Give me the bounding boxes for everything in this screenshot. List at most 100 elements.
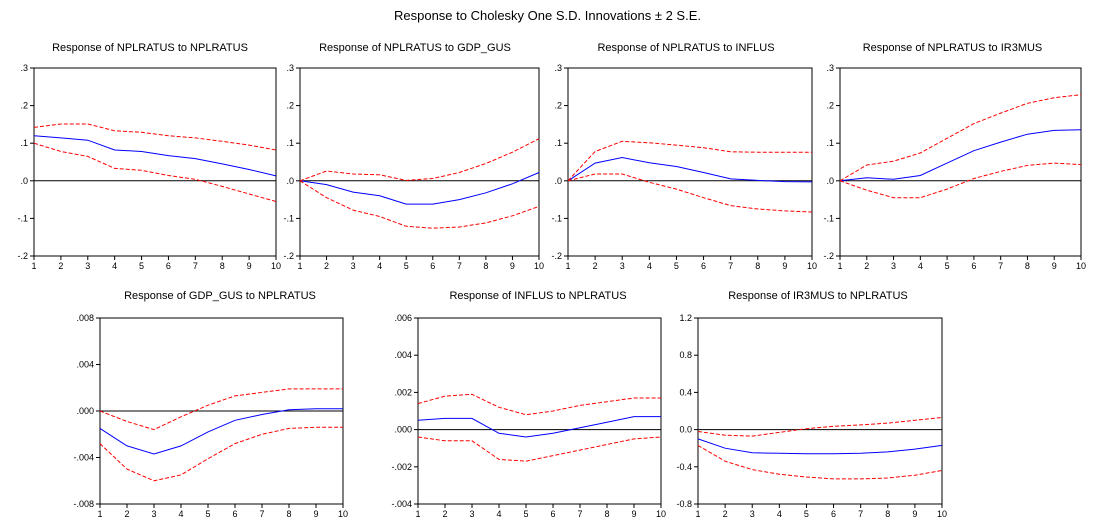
- panel-title: Response of NPLRATUS to IR3MUS: [862, 42, 1043, 54]
- upper-band-line: [567, 140, 812, 182]
- y-tick-label: .1: [826, 138, 834, 148]
- chart-plot: .3 .2 .1 .0 -.1 -.21 2 3 4 5 6 7 8 9 10: [283, 63, 544, 271]
- x-tick-label: 4: [647, 261, 652, 271]
- x-tick-label: 5: [139, 261, 144, 271]
- x-tick-label: 1: [97, 509, 102, 519]
- x-tick-label: 1: [695, 509, 700, 519]
- y-tick-label: .1: [20, 138, 28, 148]
- y-tick-label: .000: [394, 425, 412, 435]
- x-tick-label: 4: [918, 261, 923, 271]
- lower-band-line: [839, 162, 1082, 199]
- x-tick-label: 4: [112, 261, 117, 271]
- x-tick-label: 4: [377, 261, 382, 271]
- x-tick-label: 8: [1025, 261, 1030, 271]
- x-tick-label: 6: [232, 509, 237, 519]
- y-tick-label: -.004: [391, 499, 412, 509]
- x-tick-label: 10: [937, 509, 947, 519]
- y-tick-label: .3: [554, 63, 562, 73]
- upper-band-line: [417, 393, 661, 416]
- x-tick-label: 8: [286, 509, 291, 519]
- x-tick-label: 9: [631, 509, 636, 519]
- x-tick-label: 7: [998, 261, 1003, 271]
- x-tick-label: 6: [831, 509, 836, 519]
- x-tick-label: 2: [864, 261, 869, 271]
- x-tick-label: 6: [430, 261, 435, 271]
- x-tick-label: 5: [523, 509, 528, 519]
- x-tick-label: 7: [577, 509, 582, 519]
- y-tick-label: .0: [20, 176, 28, 186]
- x-tick-label: 8: [604, 509, 609, 519]
- panel-title: Response of INFLUS to NPLRATUS: [449, 290, 627, 302]
- response-line: [567, 156, 813, 183]
- x-tick-label: 8: [885, 509, 890, 519]
- x-tick-label: 2: [324, 261, 329, 271]
- x-tick-label: 3: [351, 261, 356, 271]
- x-tick-label: 3: [85, 261, 90, 271]
- x-tick-label: 3: [620, 261, 625, 271]
- x-tick-label: 4: [178, 509, 183, 519]
- plot-frame: [697, 317, 943, 505]
- x-tick-label: 1: [415, 509, 420, 519]
- panel-nplratus-to-ir3mus: Response of NPLRATUS to IR3MUS .3 .2 .1 .0 -…: [810, 42, 1095, 272]
- panel-nplratus-to-gdp-gus: Response of NPLRATUS to GDP_GUS .3 .2 .1 .0…: [270, 42, 560, 272]
- y-tick-label: .1: [554, 138, 562, 148]
- panel-title: Response of NPLRATUS to NPLRATUS: [52, 42, 248, 54]
- y-tick-label: .004: [394, 350, 412, 360]
- x-tick-label: 9: [912, 509, 917, 519]
- x-tick-label: 2: [58, 261, 63, 271]
- x-tick-label: 10: [656, 509, 666, 519]
- y-tick-label: .2: [826, 101, 834, 111]
- x-tick-label: 7: [193, 261, 198, 271]
- panel-title: Response of NPLRATUS to GDP_GUS: [319, 42, 511, 54]
- panel-ir3mus-to-nplratus: Response of IR3MUS to NPLRATUS 1.2 0.8 0.4…: [668, 290, 968, 522]
- x-tick-label: 3: [469, 509, 474, 519]
- y-tick-label: -.1: [551, 213, 562, 223]
- x-tick-label: 9: [247, 261, 252, 271]
- x-tick-label: 3: [151, 509, 156, 519]
- x-tick-label: 7: [858, 509, 863, 519]
- y-tick-label: .0: [286, 176, 294, 186]
- y-tick-label: .1: [286, 138, 294, 148]
- upper-band-line: [839, 94, 1082, 182]
- y-tick-label: -.2: [283, 251, 294, 261]
- y-tick-label: .004: [76, 360, 94, 370]
- x-tick-label: 1: [297, 261, 302, 271]
- y-tick-label: .000: [76, 406, 94, 416]
- y-tick-label: .3: [20, 63, 28, 73]
- y-tick-label: .2: [20, 101, 28, 111]
- upper-band-line: [33, 123, 277, 151]
- x-tick-label: 4: [777, 509, 782, 519]
- chart-plot: .3 .2 .1 .0 -.1 -.21 2 3 4 5 6 7 8 9 10: [551, 63, 817, 271]
- x-tick-label: 10: [338, 509, 348, 519]
- lower-band-line: [299, 180, 540, 229]
- x-tick-label: 2: [723, 509, 728, 519]
- x-tick-label: 10: [534, 261, 544, 271]
- lower-band-line: [417, 436, 662, 462]
- chart-plot: 1.2 0.8 0.4 0.0 -0.4 -0.81 2 3 4 5 6 7 8 9 10: [676, 313, 947, 519]
- x-tick-label: 7: [728, 261, 733, 271]
- y-tick-label: -0.8: [676, 499, 692, 509]
- y-tick-label: .006: [394, 313, 412, 323]
- plot-frame: [567, 67, 813, 257]
- y-tick-label: .002: [394, 387, 412, 397]
- upper-band-line: [697, 417, 943, 437]
- x-tick-label: 5: [404, 261, 409, 271]
- y-tick-label: -.1: [283, 213, 294, 223]
- lower-band-line: [697, 444, 943, 480]
- x-tick-label: 7: [457, 261, 462, 271]
- x-tick-label: 1: [565, 261, 570, 271]
- y-tick-label: -.2: [551, 251, 562, 261]
- x-tick-label: 6: [971, 261, 976, 271]
- plot-frame: [417, 317, 662, 505]
- x-tick-label: 6: [550, 509, 555, 519]
- x-tick-label: 5: [945, 261, 950, 271]
- x-tick-label: 6: [166, 261, 171, 271]
- panel-title: Response of IR3MUS to NPLRATUS: [728, 290, 908, 302]
- y-tick-label: -.004: [73, 453, 94, 463]
- panel-gdp-gus-to-nplratus: Response of GDP_GUS to NPLRATUS .008 .004…: [70, 290, 370, 522]
- y-tick-label: 0.4: [679, 387, 692, 397]
- y-tick-label: -0.4: [676, 462, 692, 472]
- y-tick-label: -.002: [391, 462, 412, 472]
